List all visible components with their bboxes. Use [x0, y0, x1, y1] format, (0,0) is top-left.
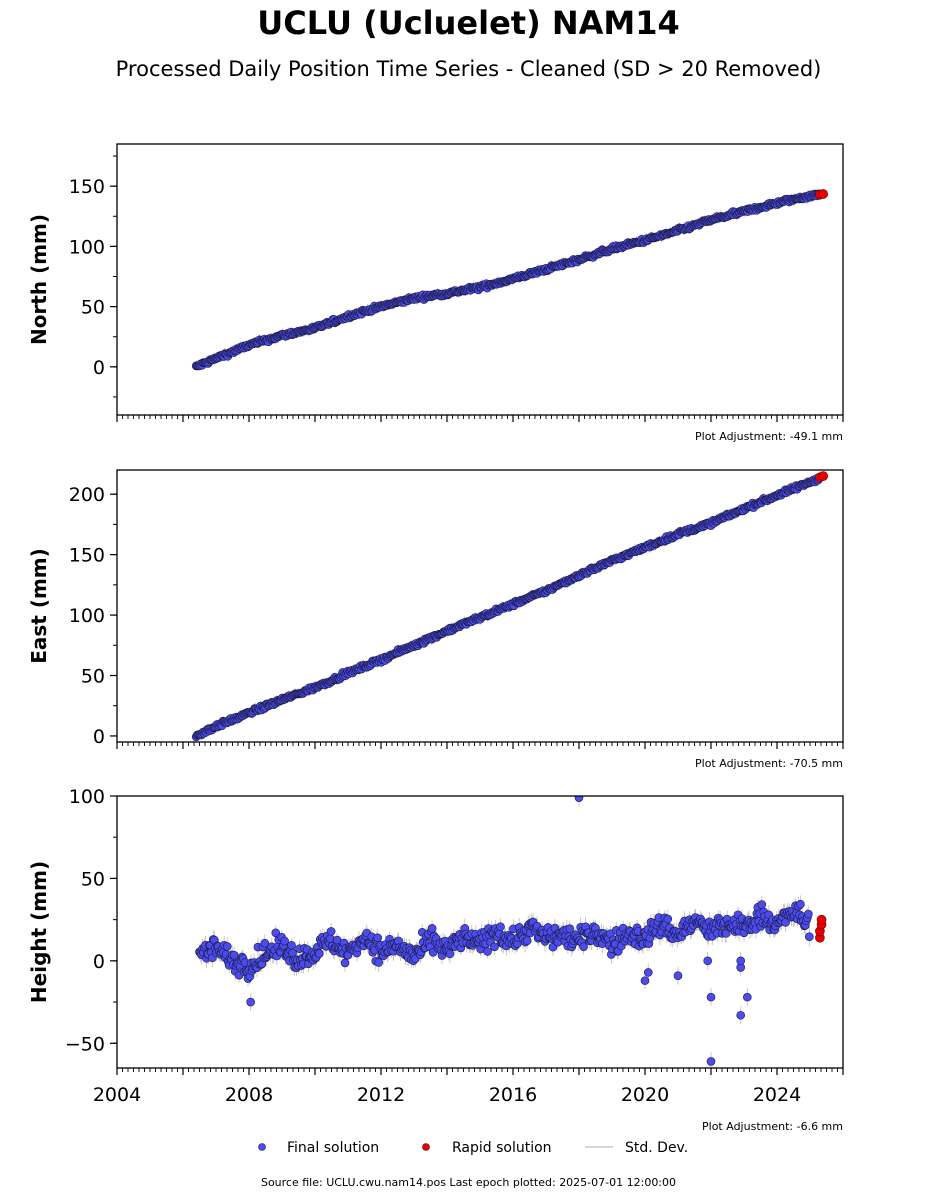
plot-adjustment-label: Plot Adjustment: -49.1 mm: [695, 430, 843, 443]
final-point: [314, 949, 324, 958]
final-point: [222, 942, 232, 951]
y-tick-label: 200: [69, 484, 105, 506]
rapid-point: [818, 471, 829, 481]
legend-std-label: Std. Dev.: [625, 1140, 688, 1156]
legend: Final solution Rapid solution Std. Dev.: [258, 1140, 688, 1156]
final-point: [579, 942, 588, 951]
y-tick-label: 150: [69, 176, 105, 198]
outlier-point: [706, 992, 716, 1002]
final-point: [229, 950, 239, 960]
outlier-point: [643, 968, 653, 977]
final-point: [663, 914, 673, 924]
outlier-point: [742, 992, 752, 1002]
outlier-point: [246, 997, 255, 1007]
final-point: [427, 924, 437, 933]
panel-east: 0 50 100 150 200 East (mm) Plot Adjustment: -7…: [27, 469, 844, 770]
legend-final-label: Final solution: [287, 1140, 379, 1156]
legend-final-marker: [258, 1143, 266, 1151]
final-point: [325, 934, 335, 943]
final-point: [522, 936, 532, 946]
y-axis-label: Height (mm): [27, 861, 51, 1003]
final-solution-points: [191, 472, 825, 742]
final-point: [496, 922, 505, 931]
final-point: [287, 940, 296, 950]
y-axis-label: North (mm): [27, 214, 51, 345]
rapid-solution-points: [815, 471, 829, 483]
rapid-point: [818, 189, 829, 199]
panel-north: 0 50 100 150 North (mm) Plot Adjustment: -49.…: [27, 143, 844, 443]
y-tick-label: 50: [81, 666, 105, 688]
final-point: [326, 927, 336, 936]
final-point: [340, 958, 350, 968]
x-tick-label: 2012: [357, 1084, 405, 1106]
y-tick-label: 50: [81, 297, 105, 319]
y-tick-label: −50: [65, 1033, 105, 1055]
y-axis-label: East (mm): [27, 548, 51, 664]
final-point: [445, 949, 455, 959]
final-point: [804, 909, 813, 919]
final-point: [565, 924, 575, 934]
plot-adjustment-label: Plot Adjustment: -70.5 mm: [695, 757, 843, 770]
rapid-solution-points: [815, 914, 827, 943]
legend-rapid-marker: [422, 1143, 430, 1151]
time-series-figure: 0 50 100 150 North (mm) Plot Adjustment: -49.…: [27, 143, 844, 1156]
final-point: [757, 900, 767, 909]
x-tick-label: 2008: [225, 1084, 273, 1106]
rapid-point: [816, 914, 827, 925]
final-point: [796, 899, 805, 909]
y-tick-label: 0: [93, 726, 105, 748]
final-point: [483, 947, 492, 956]
x-tick-label: 2016: [489, 1084, 537, 1106]
y-tick-label: 0: [93, 951, 105, 973]
final-point: [805, 932, 814, 941]
outlier-point: [706, 1057, 716, 1066]
outlier-point: [703, 956, 713, 966]
y-tick-label: 150: [69, 545, 105, 567]
chart-title: UCLU (Ucluelet) NAM14: [257, 4, 680, 42]
final-point: [490, 942, 499, 952]
panel-height: −50 0 50 100 2004 2008 2012 2016 2020 2024 Height …: [27, 786, 844, 1133]
y-tick-label: 100: [69, 786, 105, 808]
final-solution-points: [191, 189, 825, 371]
plot-frame: [116, 143, 844, 416]
y-tick-label: 100: [69, 605, 105, 627]
x-tick-label: 2024: [753, 1084, 801, 1106]
y-tick-label: 0: [93, 357, 105, 379]
final-point: [373, 933, 383, 943]
source-footer: Source file: UCLU.cwu.nam14.pos Last epo…: [260, 1176, 677, 1189]
final-point: [781, 918, 790, 927]
x-tick-label: 2020: [621, 1084, 669, 1106]
rapid-solution-points: [815, 189, 829, 200]
y-tick-label: 100: [69, 236, 105, 258]
plot-adjustment-label: Plot Adjustment: -6.6 mm: [702, 1120, 843, 1133]
outlier-point: [673, 971, 683, 980]
final-point: [260, 938, 270, 948]
final-solution-points: [195, 796, 814, 1066]
outlier-point: [574, 796, 584, 802]
final-point: [280, 936, 289, 946]
outlier-point: [736, 1010, 746, 1020]
chart-subtitle: Processed Daily Position Time Series - C…: [115, 57, 822, 81]
final-point: [374, 958, 383, 967]
y-tick-label: 50: [81, 868, 105, 890]
outlier-point: [640, 976, 650, 985]
x-tick-label: 2004: [93, 1084, 141, 1106]
outlier-point: [736, 956, 746, 966]
legend-rapid-label: Rapid solution: [452, 1140, 552, 1156]
